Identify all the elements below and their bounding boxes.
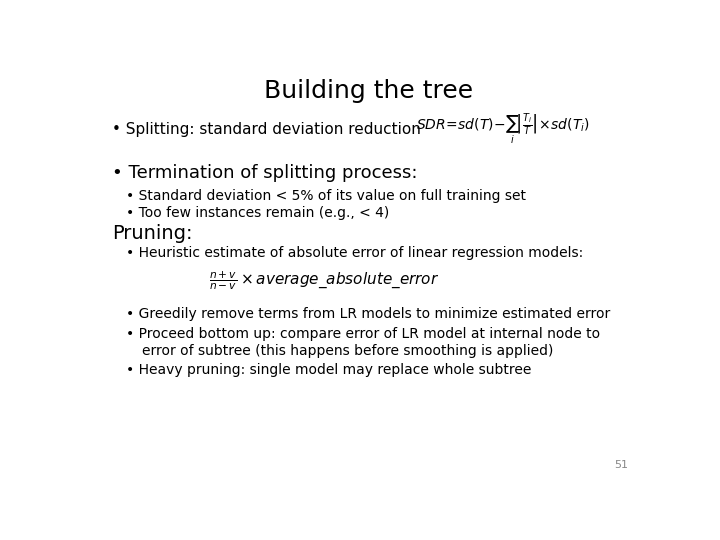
- Text: 51: 51: [614, 460, 629, 470]
- Text: • Too few instances remain (e.g., < 4): • Too few instances remain (e.g., < 4): [126, 206, 390, 220]
- Text: $SDR\!=\!sd(T)\!-\!\sum_i\!\left|\frac{T_i}{T}\right|\!\times\!sd(T_i)$: $SDR\!=\!sd(T)\!-\!\sum_i\!\left|\frac{T…: [416, 111, 590, 147]
- Text: • Standard deviation < 5% of its value on full training set: • Standard deviation < 5% of its value o…: [126, 189, 526, 203]
- Text: • Proceed bottom up: compare error of LR model at internal node to: • Proceed bottom up: compare error of LR…: [126, 327, 600, 341]
- Text: Pruning:: Pruning:: [112, 224, 193, 243]
- Text: • Splitting: standard deviation reduction: • Splitting: standard deviation reductio…: [112, 122, 421, 137]
- Text: • Greedily remove terms from LR models to minimize estimated error: • Greedily remove terms from LR models t…: [126, 307, 611, 321]
- Text: error of subtree (this happens before smoothing is applied): error of subtree (this happens before sm…: [142, 344, 553, 358]
- Text: $\frac{n+v}{n-v} \times \mathit{average\_absolute\_error}$: $\frac{n+v}{n-v} \times \mathit{average\…: [210, 269, 439, 291]
- Text: • Heavy pruning: single model may replace whole subtree: • Heavy pruning: single model may replac…: [126, 363, 531, 377]
- Text: • Termination of splitting process:: • Termination of splitting process:: [112, 164, 418, 182]
- Text: • Heuristic estimate of absolute error of linear regression models:: • Heuristic estimate of absolute error o…: [126, 246, 583, 260]
- Text: Building the tree: Building the tree: [264, 79, 474, 103]
